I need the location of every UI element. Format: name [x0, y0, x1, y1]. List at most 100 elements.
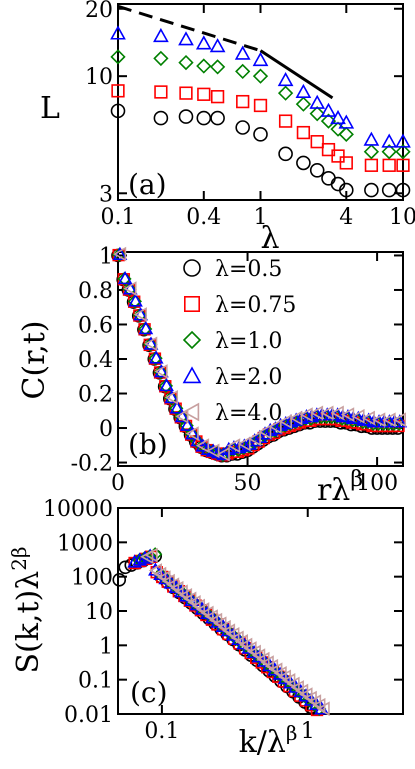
- series-0: [110, 103, 411, 198]
- data-point: [178, 54, 194, 71]
- y-tick-label: 1000: [57, 531, 113, 556]
- data-point: [195, 438, 211, 452]
- x-tick-label: 4: [339, 205, 353, 230]
- data-point: [209, 59, 226, 75]
- data-point: [235, 63, 251, 80]
- data-point: [299, 407, 313, 422]
- data-point: [309, 162, 325, 178]
- y-tick-label: 10: [85, 65, 113, 90]
- y-tick-label: -0.2: [71, 452, 113, 477]
- data-point: [111, 84, 125, 98]
- data-point: [143, 336, 159, 350]
- data-point: [216, 446, 230, 462]
- data-point: [112, 246, 127, 262]
- data-point: [331, 149, 345, 163]
- data-point: [340, 407, 355, 422]
- data-point: [278, 414, 293, 429]
- panel-label: (c): [130, 676, 168, 709]
- data-point: [175, 408, 189, 424]
- data-point: [381, 144, 397, 160]
- data-point: [338, 114, 355, 129]
- legend-label: λ=4.0: [215, 401, 282, 426]
- data-point: [132, 308, 148, 323]
- x-tick-label: 50: [234, 471, 262, 496]
- data-point: [179, 418, 194, 433]
- data-point: [144, 547, 158, 563]
- data-point: [123, 281, 137, 296]
- x-tick-label: 0.1: [144, 719, 179, 744]
- legend-marker: [182, 366, 202, 384]
- data-point: [143, 337, 158, 352]
- series-3: [112, 246, 408, 461]
- x-axis-label: λ: [260, 221, 279, 256]
- y-tick-label: 20: [85, 0, 113, 23]
- data-point: [295, 96, 312, 112]
- data-point: [128, 293, 143, 307]
- data-point: [395, 133, 411, 148]
- data-point: [174, 408, 190, 423]
- data-point: [258, 424, 272, 440]
- data-point: [395, 144, 411, 160]
- data-point: [196, 58, 212, 74]
- data-point: [206, 443, 220, 459]
- data-point: [185, 426, 200, 440]
- data-point: [148, 351, 163, 366]
- data-point: [338, 182, 354, 198]
- data-point: [247, 431, 261, 447]
- data-point: [381, 133, 398, 148]
- data-point: [320, 113, 337, 129]
- panel-c: 0.1 1 0.01 0.1 1 10 100 1000 10000 (c) S(k,t)λ2β k/…: [7, 497, 404, 760]
- data-point: [169, 400, 185, 414]
- reference-line-dashed: [117, 4, 261, 53]
- data-point: [330, 405, 344, 421]
- data-point: [148, 350, 164, 364]
- data-point: [195, 35, 212, 50]
- data-point: [381, 182, 397, 198]
- data-point: [154, 364, 169, 378]
- legend-marker: [183, 259, 201, 277]
- series-2: [110, 49, 411, 160]
- data-point: [117, 270, 133, 285]
- y-axis-label: S(k,t)λ2β: [7, 546, 46, 673]
- data-point: [110, 49, 126, 65]
- data-point: [144, 336, 158, 352]
- data-point: [159, 377, 174, 392]
- series-3: [110, 25, 411, 148]
- x-axis-label: k/λβ: [239, 721, 298, 760]
- data-point: [295, 83, 312, 98]
- data-point: [164, 389, 179, 405]
- y-tick-label: 0.6: [78, 313, 113, 338]
- data-point: [364, 182, 379, 198]
- panel-label: (a): [128, 168, 167, 201]
- panel-b: 0 50 100-0.200.20.40.60.81λ=0.5λ=0.75λ=1.0…: [17, 244, 408, 508]
- data-point: [330, 109, 346, 125]
- data-point: [122, 281, 138, 295]
- reference-line-solid: [259, 49, 334, 100]
- data-point: [361, 410, 375, 426]
- data-point: [138, 321, 153, 337]
- data-point: [235, 120, 250, 135]
- y-tick-label: 1: [99, 244, 113, 269]
- x-tick-label: 100: [356, 471, 398, 496]
- data-point: [117, 271, 132, 287]
- x-axis-label: rλβ: [317, 467, 363, 508]
- series-4: [140, 547, 330, 717]
- data-point: [363, 144, 380, 160]
- data-point: [363, 131, 380, 146]
- legend: λ=0.5 λ=0.75 λ=1.0 λ=2.0 λ=4.0: [182, 257, 296, 426]
- data-point: [236, 94, 250, 109]
- panel-label: (b): [128, 428, 168, 461]
- data-point: [330, 121, 346, 137]
- x-tick-label: 1: [301, 719, 315, 744]
- data-point: [309, 106, 325, 122]
- y-tick-label: 0.2: [78, 383, 113, 408]
- data-point: [110, 25, 126, 40]
- y-tick-label: 10: [85, 600, 113, 625]
- data-point: [310, 135, 324, 149]
- x-tick-label: 1: [254, 205, 268, 230]
- data-point: [112, 573, 127, 587]
- data-point: [132, 552, 148, 566]
- data-point: [277, 71, 294, 87]
- y-tick-label: 1: [99, 634, 113, 659]
